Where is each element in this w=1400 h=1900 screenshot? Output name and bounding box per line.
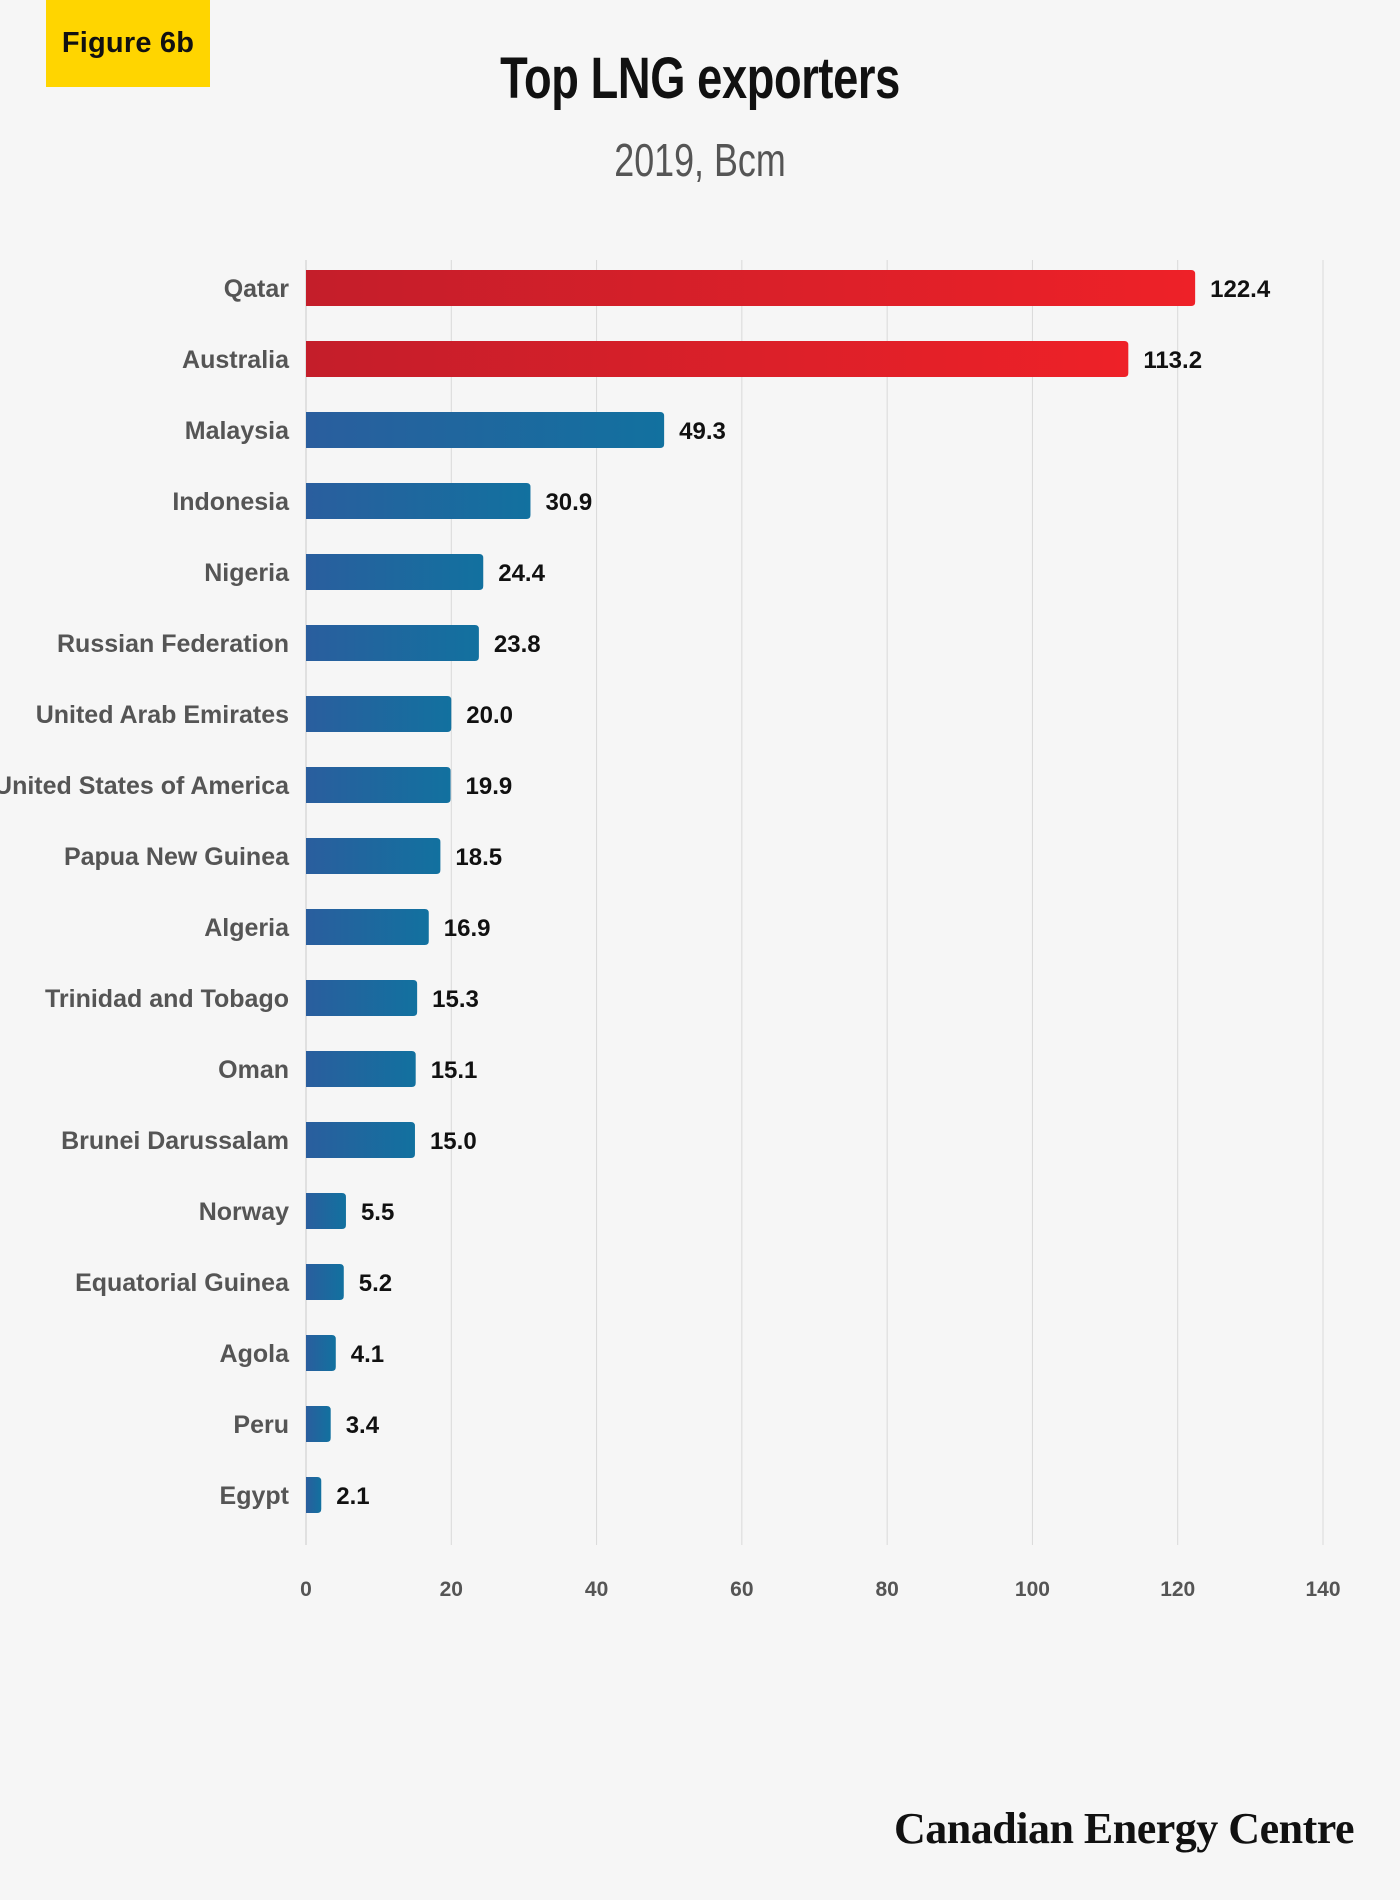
bar — [306, 554, 484, 590]
x-tick-label: 20 — [440, 1578, 463, 1601]
x-tick-label: 140 — [1305, 1578, 1340, 1601]
bar — [306, 838, 441, 874]
category-label: Agola — [220, 1340, 291, 1368]
bar — [306, 1264, 344, 1300]
x-tick-label: 40 — [585, 1578, 608, 1601]
category-label: Papua New Guinea — [64, 843, 290, 871]
value-label: 2.1 — [336, 1483, 369, 1510]
bar — [306, 1335, 336, 1371]
bar — [306, 270, 1196, 306]
value-label: 15.3 — [432, 986, 479, 1013]
category-label: Equatorial Guinea — [75, 1269, 290, 1297]
figure-badge: Figure 6b — [46, 0, 210, 87]
category-label: United Arab Emirates — [36, 701, 289, 729]
bar — [306, 1051, 416, 1087]
category-label: Algeria — [204, 914, 290, 942]
bar — [306, 767, 451, 803]
value-label: 15.0 — [430, 1128, 477, 1155]
value-label: 24.4 — [498, 560, 545, 587]
category-label: Norway — [199, 1198, 289, 1226]
value-label: 18.5 — [455, 844, 502, 871]
bar — [306, 980, 418, 1016]
bar — [306, 1193, 346, 1229]
grid-lines — [305, 260, 1324, 1545]
category-label: Trinidad and Tobago — [45, 985, 289, 1013]
bar — [306, 625, 479, 661]
value-label: 113.2 — [1143, 347, 1202, 374]
category-label: Australia — [182, 346, 290, 374]
value-label: 3.4 — [346, 1412, 380, 1439]
category-label: Nigeria — [204, 559, 290, 587]
category-label: United States of America — [0, 772, 290, 800]
x-tick-label: 80 — [875, 1578, 898, 1601]
chart-subtitle: 2019, Bcm — [614, 134, 786, 186]
value-label: 23.8 — [494, 631, 541, 658]
bar — [306, 1122, 415, 1158]
brand-logo: Canadian Energy Centre — [894, 1804, 1354, 1853]
bar — [306, 412, 665, 448]
value-label: 15.1 — [431, 1057, 478, 1084]
bar — [306, 909, 429, 945]
bars — [306, 270, 1196, 1513]
category-label: Oman — [218, 1056, 289, 1084]
category-label: Peru — [233, 1411, 289, 1439]
labels: 0 20 40 60 80 100 120 140 Qatar 122.4 Australia 113… — [0, 275, 1341, 1601]
bar-chart: 0 20 40 60 80 100 120 140 Qatar 122.4 Australia 113… — [0, 260, 1341, 1601]
value-label: 4.1 — [351, 1341, 384, 1368]
bar — [306, 1406, 331, 1442]
bar — [306, 341, 1129, 377]
chart-title: Top LNG exporters — [500, 46, 900, 111]
bar — [306, 1477, 322, 1513]
value-label: 5.2 — [359, 1270, 392, 1297]
value-label: 5.5 — [361, 1199, 394, 1226]
value-label: 49.3 — [679, 418, 726, 445]
value-label: 20.0 — [466, 702, 513, 729]
x-tick-label: 100 — [1015, 1578, 1050, 1601]
category-label: Brunei Darussalam — [61, 1127, 289, 1155]
x-tick-label: 0 — [300, 1578, 312, 1601]
value-label: 30.9 — [545, 489, 592, 516]
x-tick-label: 60 — [730, 1578, 753, 1601]
category-label: Russian Federation — [57, 630, 289, 658]
value-label: 122.4 — [1210, 276, 1271, 303]
bar — [306, 696, 452, 732]
value-label: 16.9 — [444, 915, 491, 942]
bar — [306, 483, 531, 519]
category-label: Indonesia — [172, 488, 290, 516]
category-label: Qatar — [224, 275, 290, 303]
category-label: Malaysia — [185, 417, 290, 445]
category-label: Egypt — [220, 1482, 290, 1510]
x-tick-label: 120 — [1160, 1578, 1195, 1601]
value-label: 19.9 — [466, 773, 513, 800]
